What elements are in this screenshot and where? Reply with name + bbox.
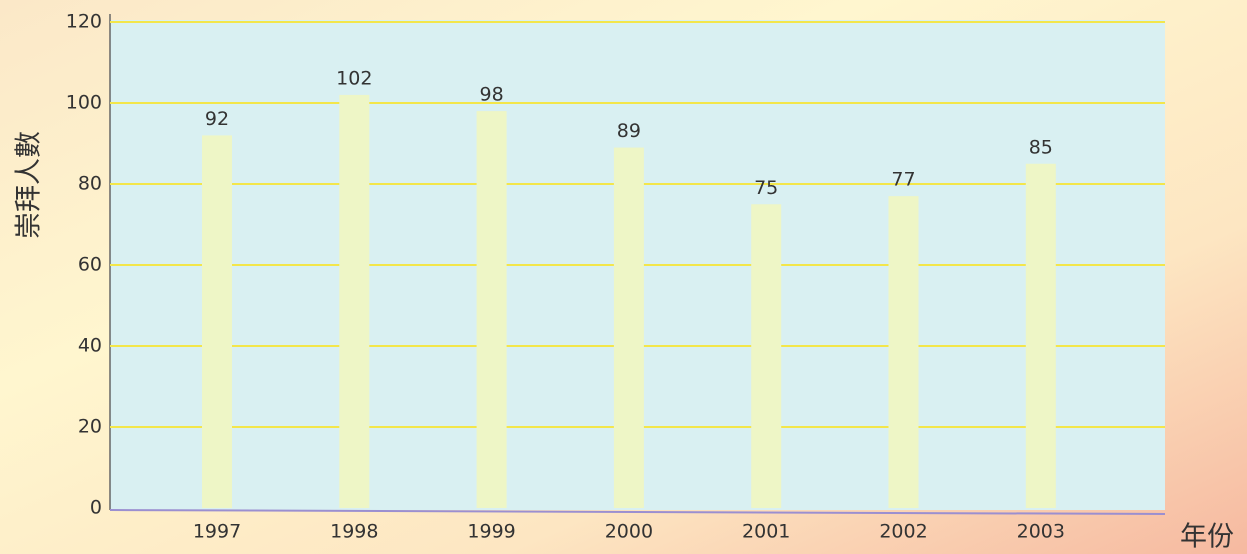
x-tick-label: 2000: [605, 521, 653, 543]
y-tick-label: 120: [66, 11, 102, 33]
x-tick-label: 2001: [742, 521, 790, 543]
data-label: 75: [754, 177, 778, 199]
bar: [888, 196, 919, 508]
data-label: 102: [336, 67, 372, 89]
y-tick-label: 100: [66, 92, 102, 114]
y-tick-label: 80: [78, 173, 102, 195]
x-tick-label: 2002: [879, 521, 927, 543]
y-axis-title: 崇拜人數: [14, 131, 45, 239]
bar: [751, 204, 782, 508]
bar: [1025, 163, 1056, 508]
x-axis-title: 年份: [1180, 522, 1234, 553]
x-tick-label: 1999: [467, 521, 515, 543]
x-tick-label: 2003: [1017, 521, 1065, 543]
data-label: 85: [1029, 136, 1053, 158]
x-tick-label: 1998: [330, 521, 378, 543]
y-tick-label: 40: [78, 335, 102, 357]
bar: [202, 135, 232, 508]
y-tick-label: 0: [90, 497, 102, 519]
x-tick-label: 1997: [193, 521, 241, 543]
data-label: 77: [891, 169, 915, 191]
data-label: 89: [617, 120, 641, 142]
data-label: 92: [205, 108, 229, 130]
data-label: 98: [480, 84, 504, 106]
bar: [339, 94, 370, 509]
bar: [613, 147, 644, 509]
x-axis: [109, 509, 1166, 515]
y-tick-label: 60: [78, 254, 102, 276]
bar: [476, 111, 507, 508]
y-tick-label: 20: [78, 416, 102, 438]
